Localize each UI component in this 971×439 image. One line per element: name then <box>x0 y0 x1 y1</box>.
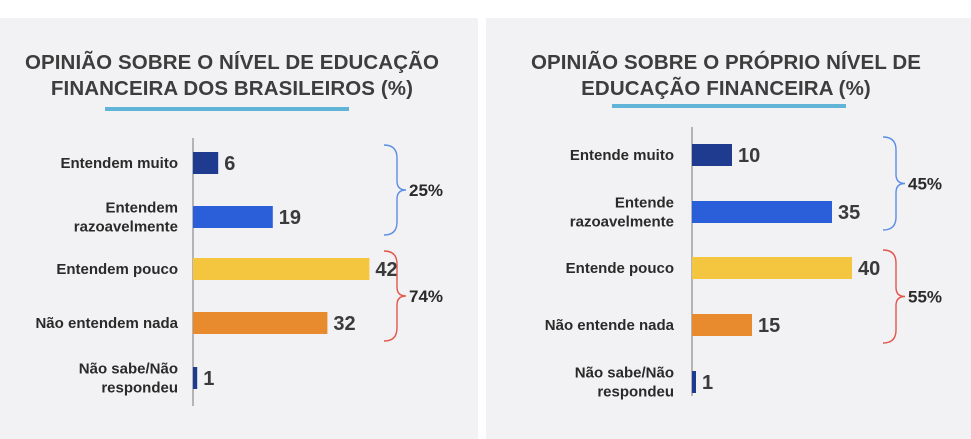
category-label: Entende muito <box>570 147 674 164</box>
data-label: 19 <box>279 207 301 229</box>
data-label: 6 <box>224 153 235 175</box>
group-total-label: 25% <box>409 181 443 200</box>
group-bracket <box>882 249 906 344</box>
category-label: Não entende nada <box>545 317 675 334</box>
chart-panel-left: OPINIÃO SOBRE O NÍVEL DE EDUCAÇÃO FINANC… <box>0 18 478 439</box>
chart-title: OPINIÃO SOBRE O NÍVEL DE EDUCAÇÃO FINANC… <box>14 50 450 102</box>
group-bracket <box>882 136 906 231</box>
bar <box>692 371 696 393</box>
category-label: Não entendem nada <box>35 315 178 332</box>
category-label: Não sabe/Não respondeu <box>575 365 674 401</box>
bar <box>193 258 370 280</box>
group-total-label: 55% <box>908 288 942 307</box>
bar <box>193 152 219 174</box>
chart-title-line: FINANCEIRA DOS BRASILEIROS (%) <box>50 77 414 100</box>
data-label: 35 <box>838 202 860 224</box>
category-label: Entende pouco <box>566 260 674 277</box>
category-label: Entende razoavelmente <box>570 195 674 231</box>
category-label: Entendem pouco <box>56 261 178 278</box>
data-label: 32 <box>333 313 355 335</box>
data-label: 1 <box>702 372 713 394</box>
chart-title-line: OPINIÃO SOBRE O PRÓPRIO NÍVEL DE <box>530 51 922 74</box>
title-underline <box>105 107 349 111</box>
category-label: Não sabe/Não respondeu <box>79 361 178 397</box>
group-total-label: 45% <box>908 175 942 194</box>
chart-title: OPINIÃO SOBRE O PRÓPRIO NÍVEL DE EDUCAÇÃ… <box>500 50 952 102</box>
bar <box>692 201 832 223</box>
group-bracket <box>383 250 407 342</box>
category-label: Entendem muito <box>60 155 178 172</box>
title-underline <box>612 104 846 108</box>
chart-title-line: OPINIÃO SOBRE O NÍVEL DE EDUCAÇÃO <box>24 51 440 74</box>
bar-chart-left: 6 Entendem muito 19 Entendem razoavelmente 42… <box>35 138 443 406</box>
bar <box>193 312 328 334</box>
group-total-label: 74% <box>409 287 443 306</box>
chart-panel-right: OPINIÃO SOBRE O PRÓPRIO NÍVEL DE EDUCAÇÃ… <box>486 18 971 439</box>
group-bracket <box>383 144 407 236</box>
data-label: 15 <box>758 315 780 337</box>
bar <box>193 206 273 228</box>
bar <box>692 314 752 336</box>
bar <box>193 367 198 389</box>
category-label: Entendem razoavelmente <box>74 200 178 236</box>
data-label: 1 <box>203 368 214 390</box>
data-label: 10 <box>738 145 760 167</box>
bar <box>692 257 852 279</box>
bar-chart-right: 10 Entende muito 35 Entende razoavelmente 40 E… <box>545 127 942 401</box>
data-label: 40 <box>858 258 880 280</box>
bar <box>692 144 732 166</box>
chart-title-line: EDUCAÇÃO FINANCEIRA (%) <box>581 77 871 100</box>
data-label: 42 <box>375 259 397 281</box>
